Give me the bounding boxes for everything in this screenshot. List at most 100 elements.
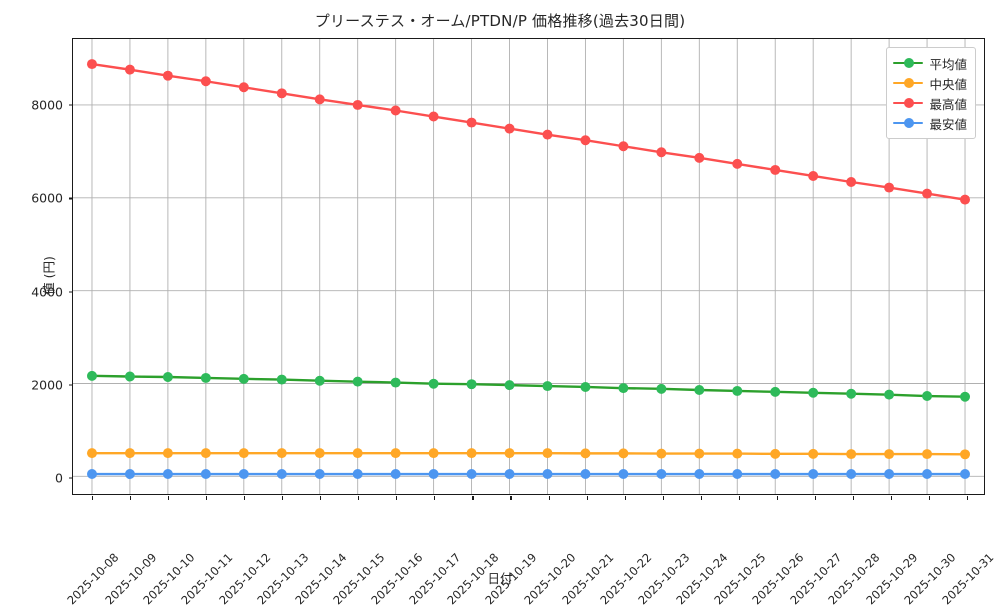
y-tick-label: 0	[55, 470, 63, 486]
data-point	[542, 448, 553, 459]
data-point	[86, 448, 97, 459]
data-point	[922, 391, 933, 402]
data-point	[808, 170, 819, 181]
data-point	[846, 388, 857, 399]
x-tick-mark	[852, 496, 854, 500]
data-point	[846, 449, 857, 460]
data-point	[808, 448, 819, 459]
data-point	[428, 378, 439, 389]
x-tick-mark	[928, 496, 931, 500]
data-point	[200, 448, 211, 459]
data-point	[428, 469, 439, 480]
data-point	[808, 387, 819, 398]
x-tick-mark	[244, 496, 246, 500]
data-point	[124, 469, 135, 480]
data-point	[580, 135, 591, 146]
data-series-layer	[86, 59, 971, 480]
x-tick-mark	[130, 496, 132, 500]
data-point	[86, 59, 97, 70]
legend-item-3[interactable]: 最安値	[893, 113, 967, 133]
y-tick-mark	[69, 104, 73, 106]
data-point	[542, 381, 553, 392]
chart-title: プリーステス・オーム/PTDN/P 価格推移(過去30日間)	[314, 12, 686, 30]
data-point	[466, 379, 477, 390]
x-tick-mark	[624, 496, 626, 500]
data-point	[276, 448, 287, 459]
data-point	[504, 380, 515, 391]
data-point	[694, 152, 705, 163]
y-tick-mark	[69, 197, 73, 200]
data-point	[238, 448, 249, 459]
series-1	[86, 448, 971, 460]
data-point	[466, 469, 477, 480]
legend-marker-dot	[904, 98, 915, 108]
data-point	[162, 70, 173, 81]
data-point	[314, 448, 325, 459]
x-tick-mark	[206, 496, 208, 500]
data-point	[732, 385, 743, 396]
legend-item-1[interactable]: 中央値	[893, 73, 967, 93]
data-point	[352, 448, 363, 459]
data-point	[390, 469, 401, 480]
data-point	[922, 449, 933, 460]
data-point	[314, 375, 325, 386]
x-tick-mark	[966, 496, 969, 500]
legend-item-0[interactable]: 平均値	[893, 53, 967, 73]
data-point	[846, 469, 857, 480]
data-point	[200, 76, 211, 87]
data-point	[390, 377, 401, 388]
data-point	[238, 82, 249, 93]
y-tick-mark	[69, 477, 73, 479]
x-tick-mark	[548, 496, 550, 500]
data-point	[884, 389, 895, 400]
data-point	[238, 469, 249, 480]
data-point	[238, 373, 249, 384]
y-tick-label: 6000	[31, 190, 63, 206]
legend-swatch-icon	[893, 96, 924, 110]
data-point	[618, 141, 629, 152]
x-tick-mark	[320, 496, 322, 500]
data-point	[770, 386, 781, 397]
x-tick-mark	[282, 496, 284, 500]
x-tick-mark	[510, 496, 512, 500]
legend-marker-dot	[904, 118, 915, 128]
y-tick-label: 2000	[31, 377, 63, 393]
chart-legend[interactable]: 平均値 中央値 最高値最安値	[886, 47, 976, 139]
data-point	[466, 117, 477, 128]
data-point	[276, 374, 287, 385]
x-tick-mark	[738, 496, 740, 500]
data-point	[808, 469, 819, 480]
data-point	[694, 448, 705, 459]
data-point	[124, 371, 135, 382]
x-tick-mark	[396, 496, 398, 500]
data-point	[884, 469, 895, 480]
data-point	[580, 448, 591, 459]
data-point	[884, 182, 895, 193]
legend-label: 最安値	[929, 116, 967, 132]
series-3	[86, 469, 971, 480]
x-tick-mark	[700, 496, 702, 500]
data-point	[694, 385, 705, 395]
y-axis-label: 値 (円)	[41, 256, 57, 295]
data-point	[960, 391, 971, 402]
data-point	[200, 372, 211, 383]
data-point	[846, 177, 857, 187]
x-tick-mark	[434, 496, 436, 500]
data-point	[770, 469, 781, 480]
data-point	[352, 99, 363, 110]
legend-item-2[interactable]: 最高値	[893, 93, 967, 113]
data-point	[656, 383, 667, 394]
y-tick-mark	[69, 384, 73, 386]
data-point	[162, 469, 173, 480]
data-point	[580, 469, 591, 480]
data-point	[428, 111, 439, 122]
data-point	[200, 469, 211, 480]
x-tick-mark	[662, 496, 664, 500]
data-point	[732, 448, 743, 459]
x-tick-mark	[358, 496, 360, 500]
data-point	[390, 105, 401, 116]
x-tick-mark	[472, 496, 474, 500]
data-point	[770, 164, 781, 175]
data-point	[542, 129, 553, 140]
data-point	[618, 448, 629, 459]
